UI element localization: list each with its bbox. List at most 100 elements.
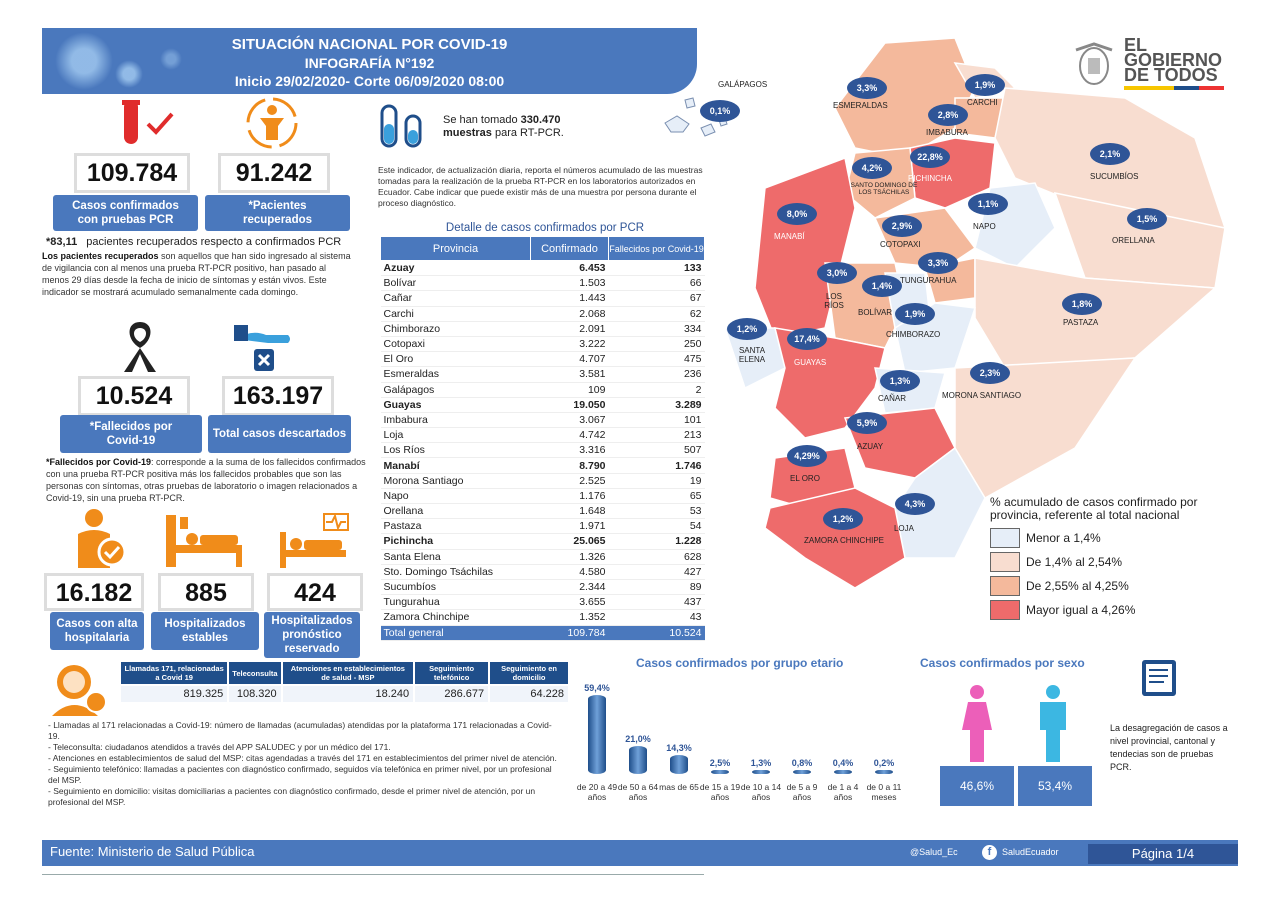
cell-province: Sto. Domingo Tsáchilas (380, 564, 531, 580)
header-dates: Inicio 29/02/2020- Corte 06/09/2020 08:0… (234, 73, 505, 89)
age-bar (588, 694, 606, 774)
cell-deaths: 437 (608, 594, 705, 611)
legend-swatch (990, 552, 1020, 572)
legend-item: Mayor igual a 4,26% (990, 600, 1230, 620)
age-category-label: de 50 a 64 años (617, 782, 659, 802)
cell-province: Chimborazo (380, 321, 531, 337)
cell-province: Los Ríos (380, 442, 531, 459)
cell-province: Azuay (380, 260, 531, 277)
cell-province: Esmeraldas (380, 366, 531, 383)
cell-deaths: 65 (608, 488, 705, 505)
deaths-note-bold: *Fallecidos por Covid-19 (46, 457, 152, 467)
galapagos-islands (664, 97, 728, 137)
legend-title: % acumulado de casos confirmado por prov… (990, 495, 1198, 522)
recovered-pct: 83,11 (50, 236, 78, 248)
age-bar-label: 21,0% (625, 734, 651, 744)
stable-count: 885 (158, 573, 254, 611)
calls-value: 286.677 (413, 684, 491, 704)
recovered-person-icon (246, 97, 298, 149)
age-bar (629, 746, 647, 774)
cell-confirmed: 3.655 (530, 594, 609, 611)
facebook-handle[interactable]: SaludEcuador (1002, 847, 1059, 857)
table-row: Cotopaxi 3.222 250 (380, 336, 705, 353)
age-bar-label: 14,3% (666, 742, 692, 753)
cell-province: Carchi (380, 306, 531, 322)
calls-header: Seguimiento en domicilio (488, 660, 570, 686)
call-center-icon (52, 665, 107, 716)
samples-pre: Se han tomado (443, 114, 521, 126)
cell-province: Loja (380, 427, 531, 444)
age-bar-label: 59,4% (584, 682, 610, 693)
legend-swatch (990, 576, 1020, 596)
table-row: Orellana 1.648 53 (380, 503, 705, 520)
deaths-count: 10.524 (78, 376, 190, 416)
legend-swatch (990, 528, 1020, 548)
facebook-icon[interactable]: f (982, 845, 997, 860)
cell-confirmed: 1.176 (530, 488, 609, 505)
legend-item: De 1,4% al 2,54% (990, 552, 1230, 572)
total-deaths: 10.524 (608, 624, 705, 641)
col-provincia: Provincia (380, 236, 531, 261)
cell-confirmed: 1.503 (530, 275, 609, 292)
cell-province: Bolívar (380, 275, 531, 292)
cell-deaths: 43 (608, 609, 705, 626)
table-row: Napo 1.176 65 (380, 488, 705, 505)
total-label: Total general (380, 624, 531, 641)
calls-header: Seguimiento telefónico (413, 660, 491, 686)
table-row: Guayas 19.050 3.289 (380, 397, 705, 413)
age-category-label: mas de 65 (659, 782, 699, 792)
recovered-note-bold: Los pacientes recuperados (42, 251, 159, 261)
col-confirmado: Confirmado (530, 236, 609, 261)
bubble-canar: 1,3% (880, 370, 920, 392)
samples-post: para RT-PCR. (491, 127, 564, 139)
label-imbabura: IMBABURA (926, 128, 968, 137)
reserved-count: 424 (267, 573, 363, 611)
logo-line3: DE TODOS (1124, 65, 1218, 85)
cell-confirmed: 3.316 (530, 442, 609, 459)
logo-line1: EL (1124, 35, 1148, 55)
recovered-count: 91.242 (218, 153, 330, 193)
label-pichincha: PICHINCHA (908, 174, 953, 183)
discharge-count: 16.182 (44, 573, 144, 611)
cell-deaths: 54 (608, 518, 705, 535)
table-row: Morona Santiago 2.525 19 (380, 473, 705, 489)
virus-icon-small (115, 60, 143, 88)
table-row: Esmeraldas 3.581 236 (380, 366, 705, 383)
legend-item: Menor a 1,4% (990, 528, 1230, 548)
samples-text: Se han tomado 330.470 muestras para RT-P… (443, 114, 564, 140)
table-row: Zamora Chinchipe 1.352 43 (380, 609, 705, 626)
cell-province: Imbabura (380, 412, 531, 429)
sex-note: La desagregación de casos a nivel provin… (1110, 723, 1228, 772)
hospital-bed-icon (166, 515, 242, 567)
map-legend: % acumulado de casos confirmado por prov… (990, 496, 1230, 624)
table-row: Manabí 8.790 1.746 (380, 457, 705, 474)
reserved-label: Hospitalizados pronóstico reservado (264, 612, 360, 658)
source-prefix: Fuente: (50, 844, 98, 859)
cell-province: Napo (380, 488, 531, 505)
header-banner: SITUACIÓN NACIONAL POR COVID-19 INFOGRAF… (42, 28, 697, 94)
cell-deaths: 101 (608, 412, 705, 429)
label-loja: ZAMORA CHINCHIPE (804, 536, 885, 545)
cell-deaths: 66 (608, 275, 705, 292)
cell-confirmed: 1.648 (530, 503, 609, 520)
cell-confirmed: 109 (530, 382, 609, 398)
government-logo: EL GOBIERNO DE TODOS (1068, 35, 1228, 92)
age-bar-label: 0,8% (791, 758, 813, 768)
cell-confirmed: 19.050 (530, 397, 609, 413)
label-carchi: CARCHI (967, 98, 998, 107)
legend-label: Menor a 1,4% (1026, 531, 1101, 545)
footer-divider (42, 874, 704, 875)
calls-value: 108.320 (227, 684, 283, 704)
label-tungurahua: TUNGURAHUA (900, 276, 957, 285)
region-morona-santiago (954, 357, 1137, 500)
table-row: Loja 4.742 213 (380, 427, 705, 444)
province-table: Provincia Confirmado Fallecidos por Covi… (380, 236, 705, 641)
cell-deaths: 250 (608, 336, 705, 353)
cell-deaths: 89 (608, 579, 705, 596)
col-fallecidos: Fallecidos por Covid-19 (608, 236, 705, 261)
cell-confirmed: 2.068 (530, 306, 609, 322)
label-santa-elena: SANTA ELENA (738, 346, 766, 364)
bubble-loja: 1,2% (823, 508, 863, 530)
age-chart: 59,4% 21,0% 14,3% 2,5% 1,3% 0,8% 0,4% 0,2% (580, 683, 910, 774)
discarded-count: 163.197 (222, 376, 334, 416)
